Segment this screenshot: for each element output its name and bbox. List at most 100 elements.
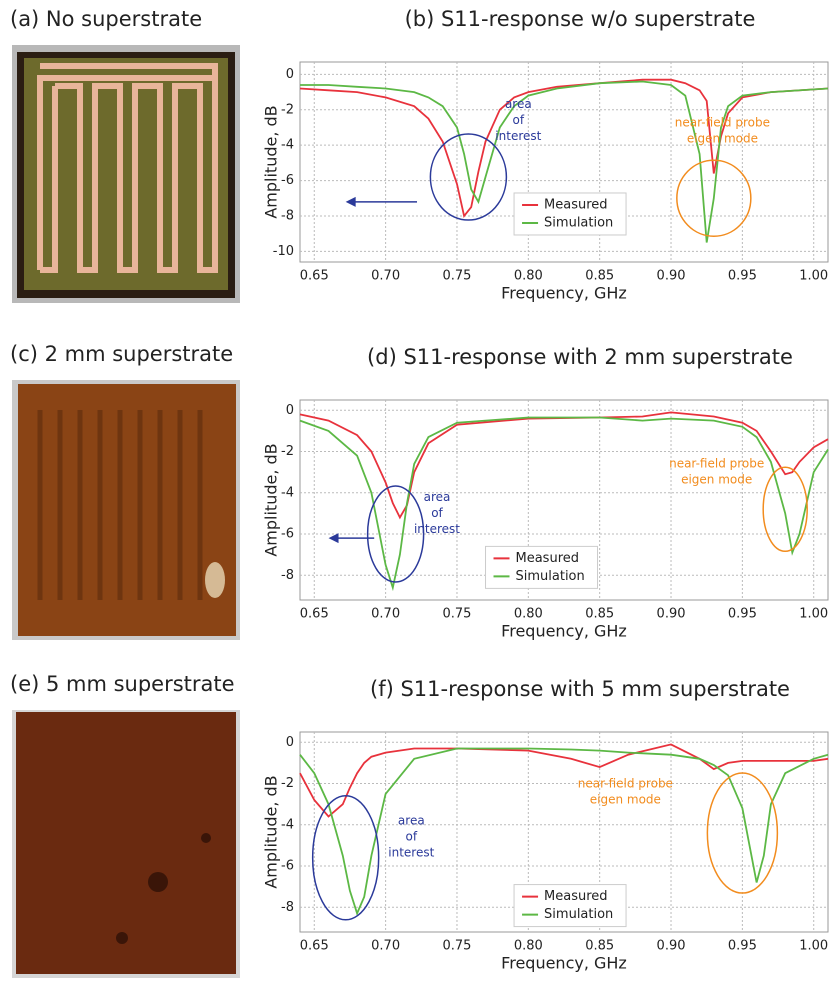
annotation-text: near-field probe [669, 457, 764, 471]
legend-box [513, 192, 627, 236]
arrow-head [328, 533, 339, 544]
chart-title: (f) S11-response with 5 mm superstrate [370, 677, 790, 701]
x-axis-label: Frequency, GHz [501, 284, 627, 303]
annotation-circle [366, 485, 425, 583]
legend-box [513, 884, 627, 928]
x-tick-label: 0.70 [371, 269, 400, 284]
y-tick-label: 0 [286, 735, 294, 750]
series-line [300, 80, 829, 243]
annotation-text: interest [414, 522, 460, 536]
x-tick-label: 1.00 [799, 269, 828, 284]
y-tick-label: -6 [281, 173, 294, 188]
superstrate [16, 712, 236, 974]
x-tick-label: 0.90 [657, 269, 686, 284]
x-tick-label: 0.70 [371, 939, 400, 954]
y-axis-label: Amplitude, dB [262, 443, 281, 556]
annotation-text: area [398, 814, 425, 828]
x-tick-label: 0.85 [585, 939, 614, 954]
chart: (d) S11-response with 2 mm superstrate 0 -… [262, 345, 829, 641]
legend-label: Simulation [544, 215, 613, 230]
superstrate [18, 384, 236, 636]
legend-label: Simulation [544, 907, 613, 922]
annotation-text: near-field probe [675, 116, 770, 130]
annotation-text: eigen mode [590, 792, 661, 806]
legend-label: Measured [516, 551, 580, 566]
arrow-head [345, 196, 356, 207]
y-tick-label: -2 [281, 444, 294, 459]
y-tick-label: -4 [281, 485, 294, 500]
bubble [148, 872, 168, 892]
x-tick-label: 0.75 [442, 939, 471, 954]
x-tick-label: 1.00 [799, 939, 828, 954]
meander [37, 410, 203, 600]
series-line [299, 743, 829, 818]
series-line [299, 747, 829, 916]
x-tick-label: 0.90 [657, 939, 686, 954]
y-tick-label: -6 [281, 859, 294, 874]
x-axis-label: Frequency, GHz [501, 622, 627, 641]
bubble [201, 833, 211, 843]
x-tick-label: 0.85 [585, 269, 614, 284]
annotation-circle [762, 466, 808, 553]
legend-label: Measured [544, 197, 608, 212]
chart: (b) S11-response w/o superstrate 0 -2 -4 -6 -… [262, 7, 829, 303]
annotation-text: area [424, 490, 451, 504]
annotation-text: of [431, 506, 443, 520]
chart-title: (d) S11-response with 2 mm superstrate [367, 345, 793, 369]
x-tick-label: 0.65 [300, 607, 329, 622]
annotation-circle [311, 795, 380, 921]
x-tick-label: 0.95 [728, 939, 757, 954]
photo-c: (c) 2 mm superstrate [10, 342, 240, 640]
meander [37, 63, 218, 273]
legend-label: Measured [544, 889, 608, 904]
legend-box [485, 545, 599, 589]
y-tick-label: -8 [281, 568, 294, 583]
y-axis-label: Amplitude, dB [262, 105, 281, 218]
x-tick-label: 0.95 [728, 607, 757, 622]
annotation-text: area [505, 97, 532, 111]
annotation-text: interest [388, 846, 434, 860]
annotation-text: eigen mode [681, 473, 752, 487]
x-tick-label: 0.80 [514, 939, 543, 954]
annotation-text: of [406, 830, 418, 844]
y-tick-label: -8 [281, 900, 294, 915]
bubble [116, 932, 128, 944]
glare [205, 562, 225, 598]
annotation-circle [706, 772, 779, 894]
y-tick-label: -4 [281, 817, 294, 832]
y-tick-label: 0 [286, 403, 294, 418]
x-tick-label: 0.80 [514, 607, 543, 622]
x-tick-label: 0.70 [371, 607, 400, 622]
photo-caption: (e) 5 mm superstrate [10, 672, 235, 696]
y-tick-label: -10 [273, 244, 294, 259]
annotation-text: interest [495, 129, 541, 143]
x-tick-label: 1.00 [799, 607, 828, 622]
chart-title: (b) S11-response w/o superstrate [405, 7, 756, 31]
x-tick-label: 0.80 [514, 269, 543, 284]
x-tick-label: 0.65 [300, 939, 329, 954]
y-tick-label: -2 [281, 776, 294, 791]
y-axis-label: Amplitude, dB [262, 775, 281, 888]
x-tick-label: 0.95 [728, 269, 757, 284]
annotation-circle [676, 159, 752, 238]
y-tick-label: 0 [286, 67, 294, 82]
y-tick-label: -2 [281, 102, 294, 117]
annotation-text: eigen mode [687, 132, 758, 146]
annotation-text: near-field probe [578, 776, 673, 790]
photo-a: (a) No superstrate [10, 7, 240, 303]
x-tick-label: 0.90 [657, 607, 686, 622]
annotation-circle [429, 133, 508, 221]
legend-label: Simulation [516, 569, 585, 584]
series-line [299, 416, 829, 592]
photo-caption: (a) No superstrate [10, 7, 202, 31]
photo-caption: (c) 2 mm superstrate [10, 342, 233, 366]
x-tick-label: 0.75 [442, 607, 471, 622]
photo-e: (e) 5 mm superstrate [10, 672, 240, 978]
x-tick-label: 0.75 [442, 269, 471, 284]
y-tick-label: -6 [281, 527, 294, 542]
x-axis-label: Frequency, GHz [501, 954, 627, 973]
annotation-text: of [513, 113, 525, 127]
y-tick-label: -8 [281, 208, 294, 223]
x-tick-label: 0.85 [585, 607, 614, 622]
